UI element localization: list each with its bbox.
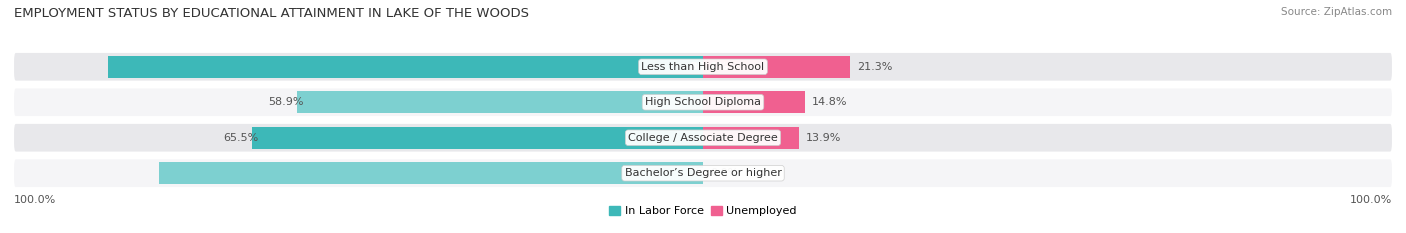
Text: 21.3%: 21.3% [856, 62, 891, 72]
Bar [252, 127, 703, 149]
Text: 0.0%: 0.0% [710, 168, 738, 178]
Bar [703, 127, 799, 149]
Bar [108, 56, 703, 78]
Bar [703, 56, 849, 78]
Text: 58.9%: 58.9% [269, 97, 304, 107]
Text: Bachelor’s Degree or higher: Bachelor’s Degree or higher [624, 168, 782, 178]
Text: 100.0%: 100.0% [14, 195, 56, 205]
Bar [159, 162, 703, 184]
FancyBboxPatch shape [14, 124, 1392, 152]
Text: 65.5%: 65.5% [224, 133, 259, 143]
FancyBboxPatch shape [14, 88, 1392, 116]
Text: 78.9%: 78.9% [689, 168, 728, 178]
Text: 86.4%: 86.4% [689, 62, 728, 72]
Legend: In Labor Force, Unemployed: In Labor Force, Unemployed [605, 202, 801, 221]
Text: 14.8%: 14.8% [811, 97, 848, 107]
Bar [297, 91, 703, 113]
Text: EMPLOYMENT STATUS BY EDUCATIONAL ATTAINMENT IN LAKE OF THE WOODS: EMPLOYMENT STATUS BY EDUCATIONAL ATTAINM… [14, 7, 529, 20]
FancyBboxPatch shape [14, 53, 1392, 81]
Text: College / Associate Degree: College / Associate Degree [628, 133, 778, 143]
Text: 100.0%: 100.0% [1350, 195, 1392, 205]
Text: Less than High School: Less than High School [641, 62, 765, 72]
Text: Source: ZipAtlas.com: Source: ZipAtlas.com [1281, 7, 1392, 17]
Text: High School Diploma: High School Diploma [645, 97, 761, 107]
FancyBboxPatch shape [14, 159, 1392, 187]
Bar [703, 91, 806, 113]
Text: 13.9%: 13.9% [806, 133, 841, 143]
